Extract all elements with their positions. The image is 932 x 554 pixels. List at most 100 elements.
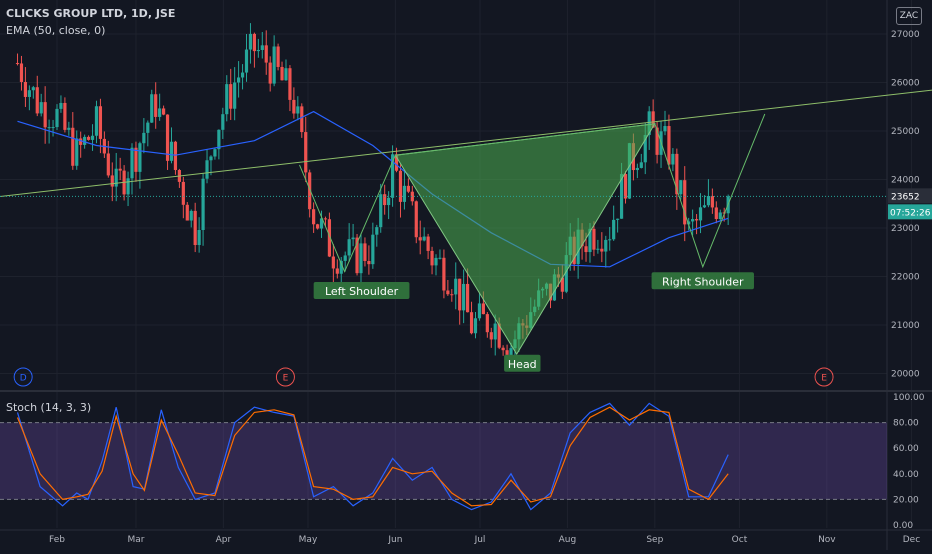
stoch-tick-label: 60.00 xyxy=(893,444,919,454)
time-tick-label: Apr xyxy=(216,535,232,545)
neckline xyxy=(0,89,932,198)
candle-body xyxy=(616,218,620,220)
candle-body xyxy=(667,126,671,165)
candle-body xyxy=(83,136,87,145)
candle-body xyxy=(635,167,639,171)
candle-body xyxy=(371,234,375,265)
candle-body xyxy=(23,81,28,97)
candle-body xyxy=(608,239,612,241)
candle-body xyxy=(240,72,245,78)
candle-body xyxy=(130,147,134,179)
candle-body xyxy=(714,207,718,219)
candle-body xyxy=(27,90,31,97)
candle-body xyxy=(51,127,55,129)
price-tick-label: 23000 xyxy=(891,224,920,234)
stoch-legend[interactable]: Stoch (14, 3, 3) xyxy=(6,401,92,414)
candle-body xyxy=(86,136,91,140)
candle-body xyxy=(15,63,20,65)
event-marker-earnings xyxy=(814,367,834,387)
candle-body xyxy=(94,106,99,136)
candle-body xyxy=(355,237,359,274)
candle-body xyxy=(394,154,399,171)
candle-body xyxy=(477,303,482,319)
time-tick-label: Aug xyxy=(559,535,577,545)
candle-body xyxy=(454,278,458,295)
candle-body xyxy=(47,127,51,129)
last-price-badge-bg xyxy=(888,188,932,204)
candle-body xyxy=(718,212,722,219)
stoch-tick-label: 80.00 xyxy=(893,419,919,429)
candle-body xyxy=(134,147,138,172)
candle-body xyxy=(118,168,122,171)
candle-body xyxy=(406,185,410,192)
candle-body xyxy=(229,84,233,109)
candle-body xyxy=(296,106,300,114)
candle-body xyxy=(35,87,39,114)
candle-body xyxy=(304,132,308,173)
candle-body xyxy=(647,111,651,135)
candle-body xyxy=(473,318,478,334)
candle-body xyxy=(284,68,288,81)
candle-body xyxy=(481,303,485,315)
ema-legend[interactable]: EMA (50, close, 0) xyxy=(6,24,106,37)
candle-body xyxy=(426,236,430,251)
candle-body xyxy=(643,134,647,163)
candle-body xyxy=(462,283,466,311)
candle-body xyxy=(497,323,501,348)
candle-body xyxy=(450,294,454,296)
candle-body xyxy=(233,82,237,109)
currency-badge[interactable]: ZAC xyxy=(896,7,922,25)
candle-body xyxy=(706,196,711,206)
candle-body xyxy=(363,243,367,262)
time-tick-label: Sep xyxy=(646,535,663,545)
price-tick-label: 20000 xyxy=(891,369,920,379)
candle-body xyxy=(383,194,387,206)
candle-body xyxy=(312,209,316,225)
candle-body xyxy=(55,108,59,128)
candle-body xyxy=(197,230,201,246)
candle-body xyxy=(39,102,43,114)
candle-body xyxy=(446,290,450,295)
candle-body xyxy=(623,174,628,199)
stoch-band xyxy=(0,422,887,500)
candle-body xyxy=(114,168,118,187)
candle-body xyxy=(161,108,166,115)
price-tick-label: 22000 xyxy=(891,272,920,282)
candle-body xyxy=(683,180,687,225)
candle-body xyxy=(31,87,35,91)
left-shoulder-label-box xyxy=(313,282,410,299)
candle-body xyxy=(252,33,256,52)
candle-body xyxy=(209,156,213,161)
candle-body xyxy=(639,162,643,168)
symbol-title[interactable]: CLICKS GROUP LTD, 1D, JSE xyxy=(6,7,176,20)
stoch-tick-label: 0.00 xyxy=(893,521,913,531)
candle-body xyxy=(434,257,438,266)
candle-body xyxy=(126,178,130,195)
price-tick-label: 27000 xyxy=(891,30,920,40)
price-tick-label: 25000 xyxy=(891,127,920,137)
candle-body xyxy=(67,127,71,130)
price-tick-label: 24000 xyxy=(891,175,920,185)
candle-body xyxy=(600,248,604,252)
candle-body xyxy=(442,257,446,291)
candle-body xyxy=(181,181,185,205)
candle-body xyxy=(627,143,632,199)
candle-body xyxy=(248,33,253,50)
event-marker-label: E xyxy=(283,374,289,384)
candle-body xyxy=(75,138,79,166)
candle-body xyxy=(335,268,339,274)
candle-body xyxy=(169,141,174,161)
candle-body xyxy=(375,227,379,235)
candle-body xyxy=(276,46,280,67)
candle-body xyxy=(387,197,391,206)
candle-body xyxy=(501,347,505,351)
right-shoulder-label-box xyxy=(651,272,754,290)
candle-body xyxy=(173,141,178,171)
time-tick-label: Oct xyxy=(732,535,748,545)
candle-body xyxy=(691,219,695,222)
candle-body xyxy=(402,185,407,202)
candle-body xyxy=(300,106,304,133)
candle-body xyxy=(268,62,272,84)
